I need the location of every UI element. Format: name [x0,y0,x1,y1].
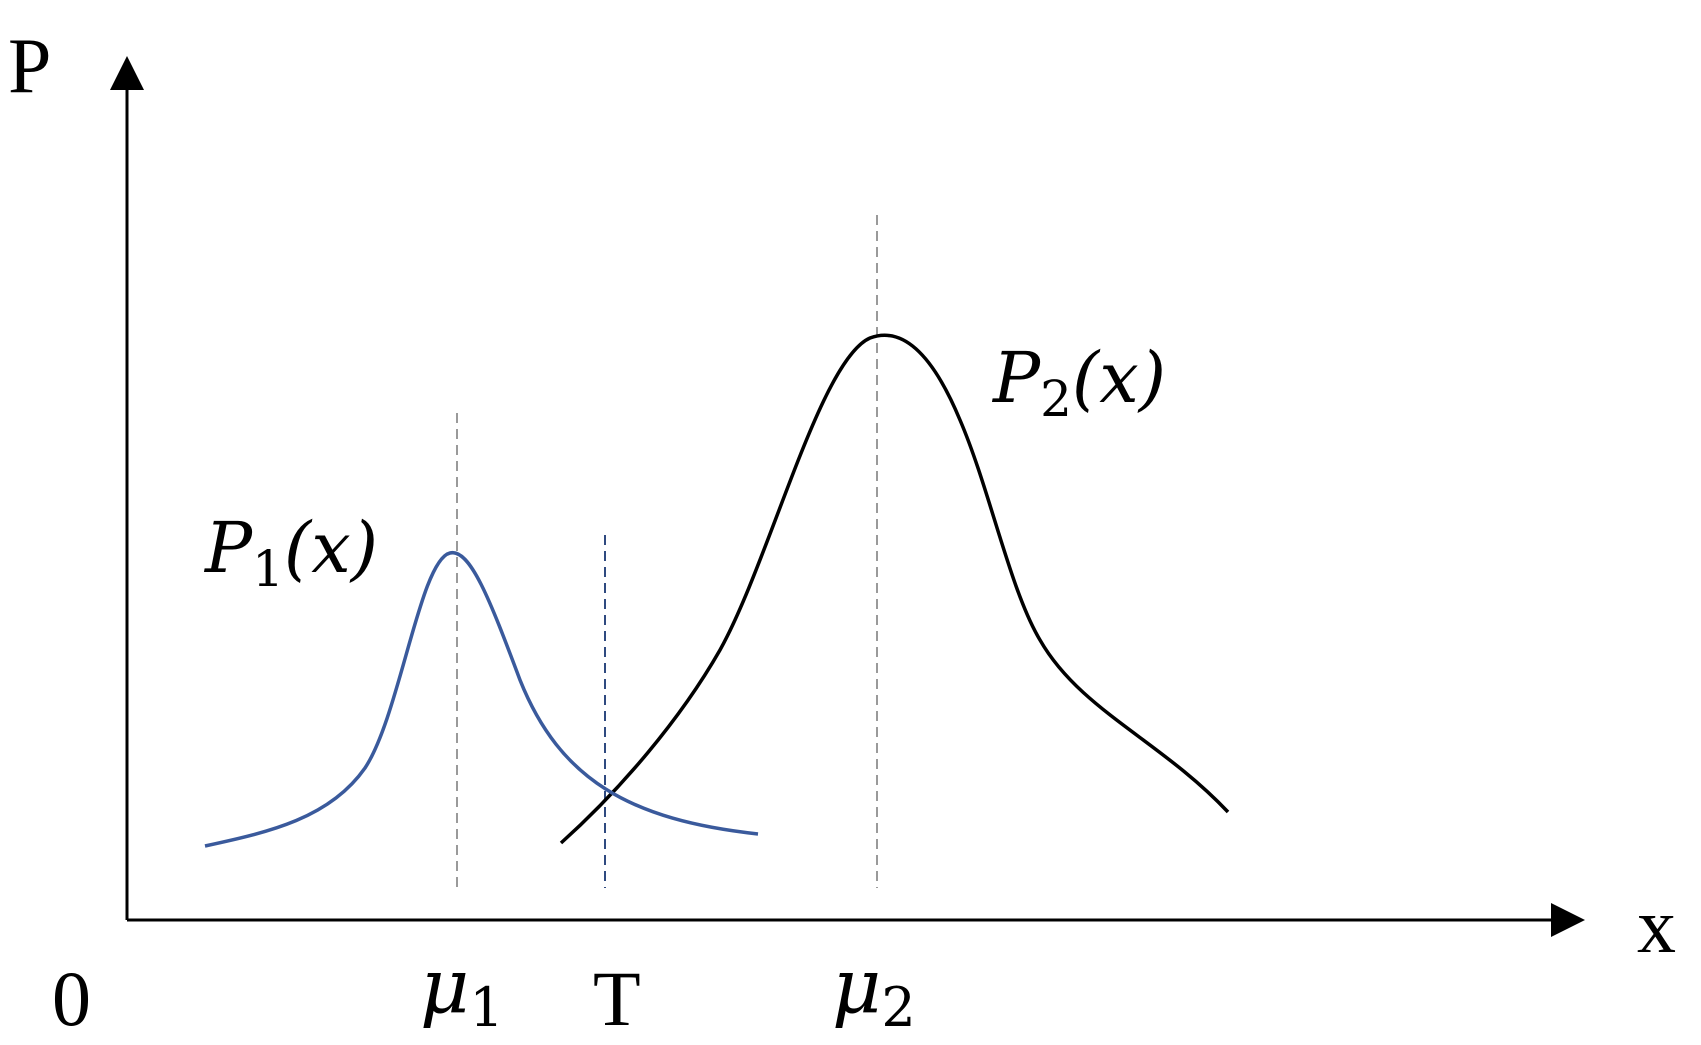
mu1-label-name: μ [420,941,469,1030]
p2-curve-label: P2(x) [991,337,1166,428]
mu2-label-name: μ [832,941,881,1030]
threshold-label: T [593,955,641,1042]
x-axis-label: x [1637,882,1676,969]
p1-curve [204,551,759,848]
p1-label-name: P [203,507,254,589]
p2-curve [559,333,1230,845]
mu1-label-subscript: 1 [469,976,503,1039]
mu1-label: μ1 [420,941,504,1039]
p2-label-subscript: 2 [1040,370,1072,428]
x-axis-arrowhead [1551,903,1585,937]
p1-label-argument: (x) [284,507,378,589]
p2-label-argument: (x) [1072,337,1166,419]
mu2-label-subscript: 2 [881,976,915,1039]
p1-label-subscript: 1 [252,540,284,598]
y-axis-arrowhead [110,56,144,90]
origin-label: 0 [52,955,91,1042]
p2-label-name: P [991,337,1042,419]
mu2-label: μ2 [832,941,916,1039]
y-axis-label: P [8,22,51,109]
p1-curve-label: P1(x) [203,507,378,598]
